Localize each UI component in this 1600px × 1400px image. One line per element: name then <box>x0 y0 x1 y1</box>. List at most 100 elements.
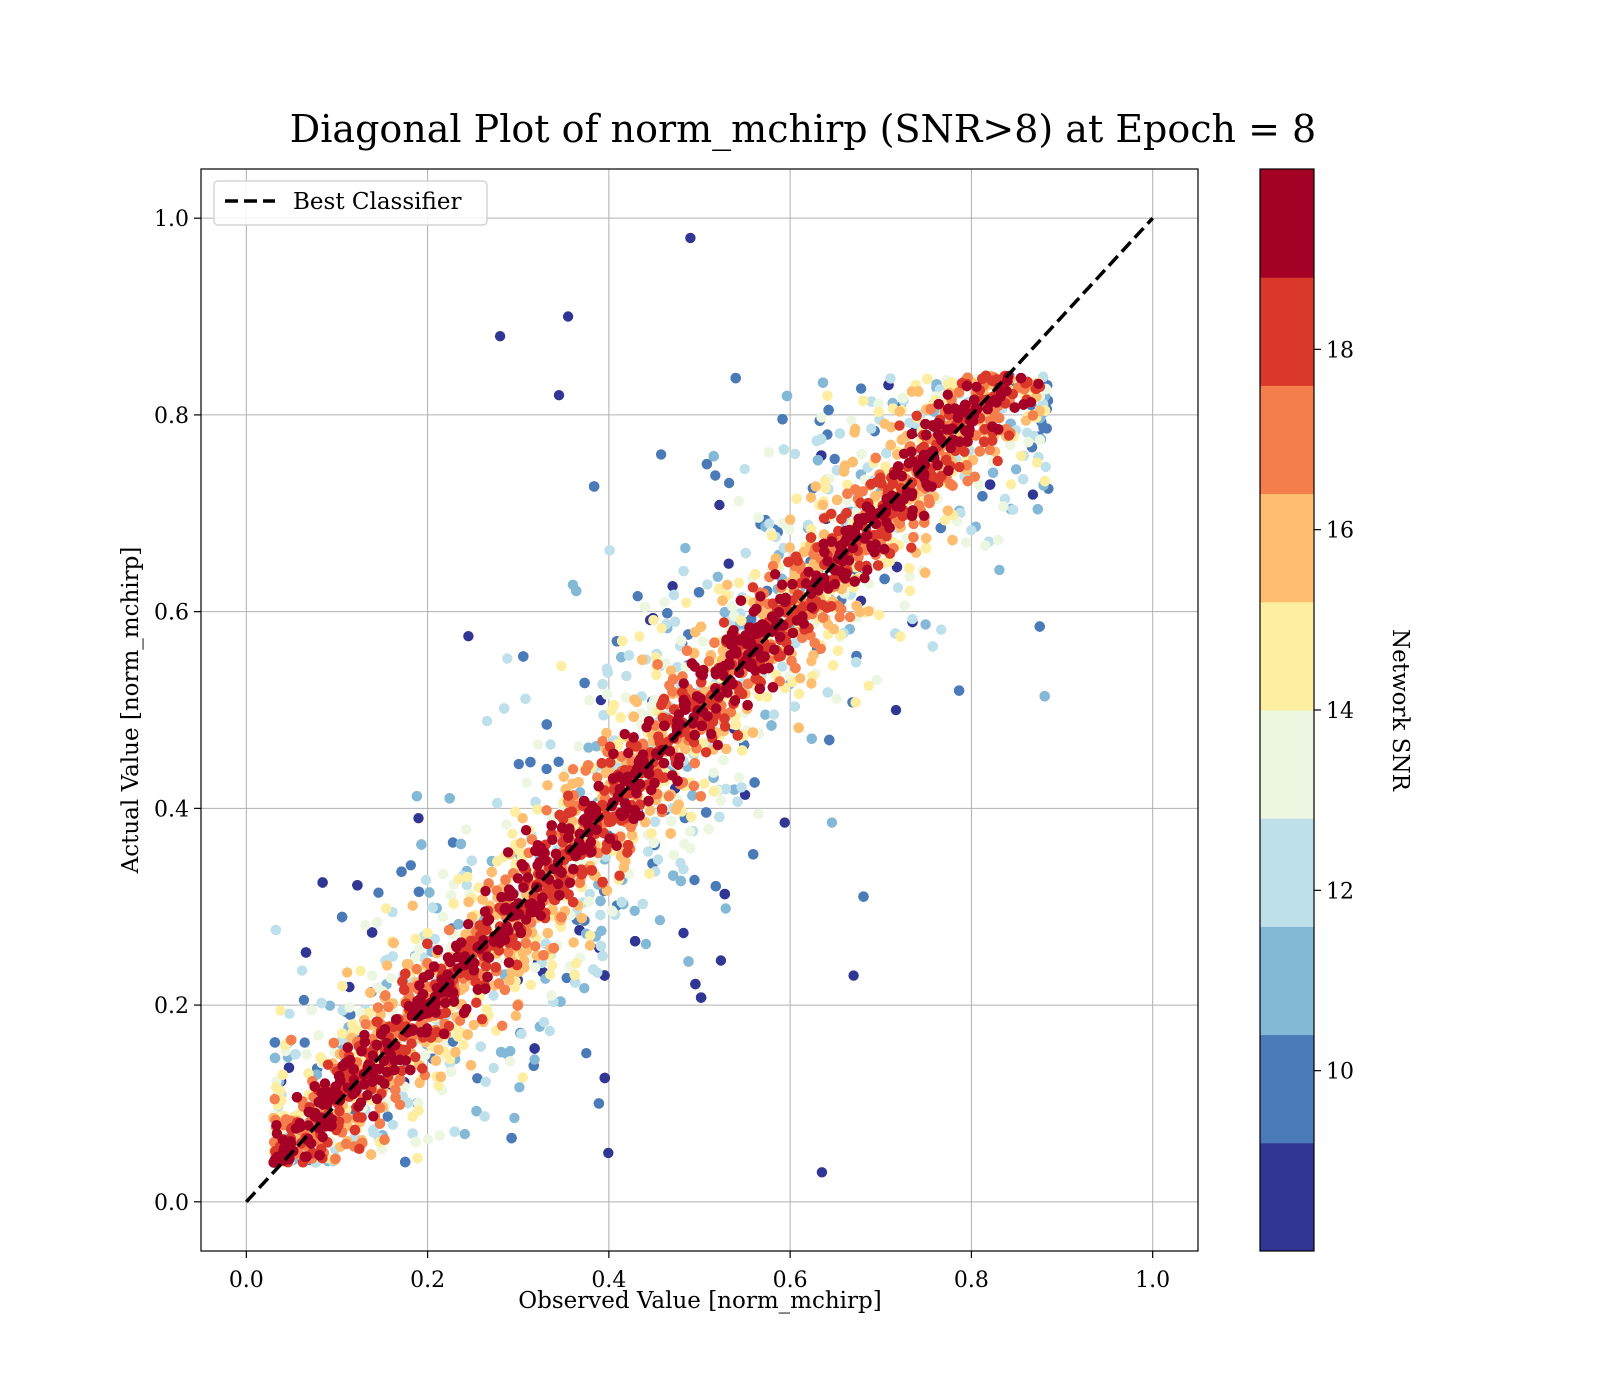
scatter-point <box>712 571 723 582</box>
scatter-point <box>344 1002 355 1013</box>
scatter-point <box>998 501 1009 512</box>
scatter-point <box>337 1028 348 1039</box>
scatter-point <box>667 581 678 592</box>
scatter-point <box>817 612 829 623</box>
scatter-point <box>597 950 608 962</box>
scatter-point <box>717 645 729 656</box>
scatter-point <box>380 903 392 914</box>
scatter-point <box>749 777 760 788</box>
scatter-point <box>733 577 744 588</box>
scatter-point <box>854 606 865 618</box>
scatter-point <box>895 631 906 642</box>
scatter-point <box>789 448 801 460</box>
scatter-point <box>360 920 371 931</box>
scatter-point <box>850 657 862 668</box>
scatter-point <box>886 421 897 433</box>
scatter-point <box>656 623 667 634</box>
scatter-point <box>514 1082 525 1093</box>
scatter-point <box>629 936 641 947</box>
scatter-point <box>828 660 839 671</box>
scatter-point <box>488 1062 499 1074</box>
scatter-point <box>364 1007 375 1019</box>
scatter-point <box>730 372 741 384</box>
scatter-point <box>960 537 972 548</box>
scatter-point <box>866 423 877 434</box>
scatter-point <box>584 888 595 900</box>
scatter-point <box>475 1041 486 1052</box>
scatter-point <box>579 677 590 689</box>
scatter-point <box>298 994 310 1006</box>
scatter-point <box>597 679 608 690</box>
scatter-point <box>604 545 615 556</box>
scatter-point <box>603 1147 614 1159</box>
scatter-point <box>581 1048 592 1059</box>
scatter-point <box>703 824 714 835</box>
scatter-point <box>631 696 642 708</box>
scatter-point <box>617 635 628 647</box>
scatter-point <box>588 964 599 975</box>
scatter-point <box>737 745 748 756</box>
scatter-point <box>784 514 796 525</box>
scatter-point <box>873 406 884 418</box>
scatter-point <box>401 959 413 970</box>
scatter-point <box>858 395 869 407</box>
scatter-point <box>445 890 457 901</box>
scatter-point <box>448 898 459 909</box>
scatter-point <box>784 524 795 535</box>
scatter-point <box>444 793 455 804</box>
scatter-point <box>1016 450 1027 462</box>
scatter-point <box>753 512 764 523</box>
scatter-point <box>372 917 383 928</box>
scatter-point <box>596 925 607 936</box>
scatter-point <box>516 1028 527 1040</box>
scatter-point <box>468 1019 479 1031</box>
scatter-point <box>502 653 513 664</box>
scatter-point <box>571 585 582 597</box>
scatter-point <box>732 796 743 807</box>
scatter-point <box>870 490 881 502</box>
scatter-point <box>504 975 515 986</box>
scatter-point <box>504 1056 516 1067</box>
scatter-point <box>720 903 731 914</box>
scatter-point <box>444 1053 456 1065</box>
scatter-point <box>762 691 773 703</box>
scatter-point <box>446 1066 457 1077</box>
scatter-point <box>1040 461 1052 473</box>
scatter-point <box>301 1049 312 1060</box>
scatter-point <box>781 390 793 402</box>
scatter-point <box>286 1034 297 1046</box>
scatter-point <box>387 1119 399 1131</box>
scatter-point <box>714 499 725 511</box>
scatter-point <box>1039 691 1050 702</box>
scatter-point <box>607 906 618 917</box>
scatter-point <box>920 533 932 544</box>
scatter-point <box>777 661 788 672</box>
scatter-point <box>501 819 512 830</box>
scatter-point <box>542 927 553 939</box>
scatter-point <box>405 860 416 871</box>
scatter-point <box>680 743 691 755</box>
scatter-point <box>593 1098 605 1109</box>
scatter-point <box>275 1005 286 1016</box>
scatter-point <box>777 414 788 425</box>
scatter-point <box>316 997 327 1009</box>
scatter-point <box>829 453 840 465</box>
scatter-point <box>942 505 954 516</box>
scatter-point <box>521 777 532 788</box>
scatter-point <box>437 911 449 923</box>
scatter-point <box>411 791 423 802</box>
scatter-point <box>904 563 915 574</box>
scatter-point <box>595 940 607 952</box>
scatter-point <box>838 466 850 477</box>
scatter-point <box>734 772 745 783</box>
scatter-point <box>846 415 857 426</box>
scatter-point <box>973 479 984 490</box>
scatter-point <box>993 534 1004 546</box>
scatter-point <box>1032 504 1044 515</box>
scatter-point <box>479 1111 490 1122</box>
scatter-point <box>458 1039 469 1051</box>
scatter-point <box>687 790 698 801</box>
scatter-point <box>472 1073 483 1084</box>
scatter-point <box>894 406 905 417</box>
scatter-point <box>863 606 874 617</box>
